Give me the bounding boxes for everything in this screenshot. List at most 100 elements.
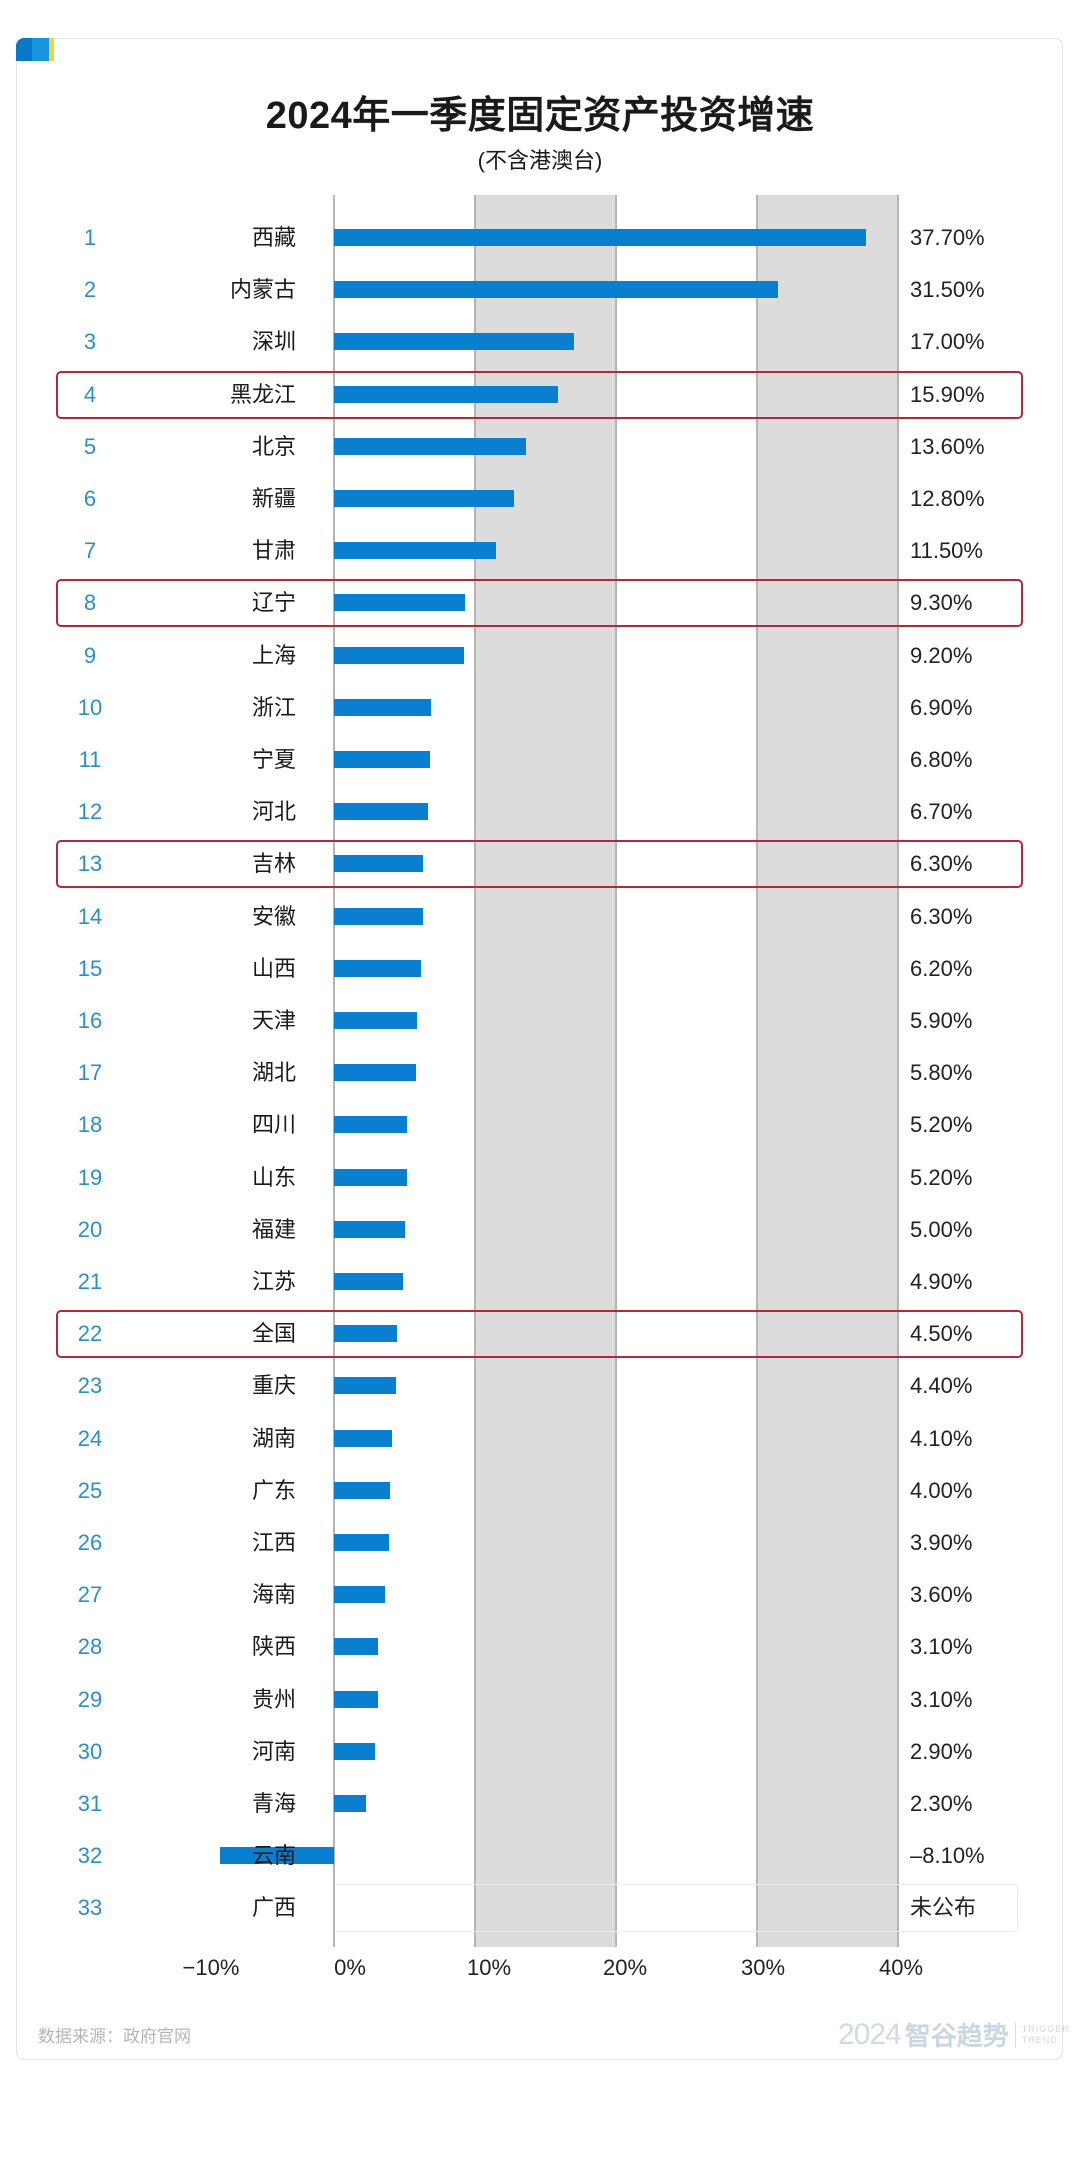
x-tick: 20% (602, 1955, 648, 1980)
table-row: 2 内蒙古 31.50% (0, 264, 1080, 316)
rank-number: 12 (77, 799, 103, 824)
table-row: 9 上海 9.20% (0, 630, 1080, 682)
rank-number: 3 (83, 329, 97, 354)
rank-number: 23 (77, 1373, 103, 1398)
table-row: 25 广东 4.00% (0, 1465, 1080, 1517)
region-name: 浙江 (251, 695, 296, 720)
watermark-year: 2024 (838, 2017, 902, 2051)
bar (334, 1430, 392, 1447)
bar (334, 1377, 397, 1394)
rank-number: 10 (77, 695, 103, 720)
table-row: 4 黑龙江 15.90% (0, 369, 1080, 421)
value-label: 3.60% (910, 1582, 973, 1607)
rank-number: 9 (83, 643, 97, 668)
table-row: 23 重庆 4.40% (0, 1360, 1080, 1412)
rank-number: 1 (83, 225, 97, 250)
highlight-box (56, 371, 1023, 419)
rank-number: 32 (77, 1843, 103, 1868)
table-row: 11 宁夏 6.80% (0, 734, 1080, 786)
bar (334, 438, 526, 455)
table-row: 13 吉林 6.30% (0, 838, 1080, 890)
x-tick: 0% (334, 1955, 366, 1980)
table-row: 20 福建 5.00% (0, 1204, 1080, 1256)
corner-accent (16, 38, 54, 61)
rank-number: 2 (83, 277, 97, 302)
value-label: 6.30% (910, 851, 973, 876)
value-label: 2.30% (910, 1791, 973, 1816)
region-name: 宁夏 (251, 747, 296, 772)
x-tick: 40% (878, 1955, 924, 1980)
rank-number: 30 (77, 1739, 103, 1764)
region-name: 陕西 (251, 1634, 296, 1659)
table-row: 22 全国 4.50% (0, 1308, 1080, 1360)
value-label: 6.90% (910, 695, 973, 720)
region-name: 贵州 (251, 1687, 296, 1712)
value-label: 3.10% (910, 1687, 973, 1712)
value-label: –8.10% (910, 1843, 985, 1868)
rank-number: 29 (77, 1687, 103, 1712)
region-name: 重庆 (251, 1373, 296, 1398)
gridline-30 (756, 195, 758, 1947)
value-label: 13.60% (910, 434, 985, 459)
value-label: 9.30% (910, 590, 973, 615)
table-row: 7 甘肃 11.50% (0, 525, 1080, 577)
value-label: 12.80% (910, 486, 985, 511)
bar (334, 1221, 405, 1238)
region-name: 吉林 (251, 851, 296, 876)
value-label: 4.50% (910, 1321, 973, 1346)
watermark-logo: 2024 智谷趋势 TRIGGER TREND (838, 2016, 1070, 2053)
table-row: 27 海南 3.60% (0, 1569, 1080, 1621)
watermark-en-1: TRIGGER (1021, 2023, 1070, 2034)
table-row: 30 河南 2.90% (0, 1726, 1080, 1778)
grid-band-10-20 (475, 195, 616, 1947)
bar (334, 1534, 389, 1551)
region-name: 海南 (251, 1582, 296, 1607)
table-row: 16 天津 5.90% (0, 995, 1080, 1047)
value-label: 6.70% (910, 799, 973, 824)
region-name: 四川 (251, 1112, 296, 1137)
value-label: 5.90% (910, 1008, 973, 1033)
region-name: 江苏 (251, 1269, 296, 1294)
value-label: 2.90% (910, 1739, 973, 1764)
bar (334, 1795, 367, 1812)
value-label: 17.00% (910, 329, 985, 354)
gridline-10 (474, 195, 476, 1947)
region-name: 河南 (251, 1739, 296, 1764)
region-name: 北京 (251, 434, 296, 459)
table-row: 10 浙江 6.90% (0, 682, 1080, 734)
table-row: 18 四川 5.20% (0, 1099, 1080, 1151)
value-label: 5.00% (910, 1217, 973, 1242)
bar (334, 855, 423, 872)
bar (334, 333, 574, 350)
region-name: 西藏 (251, 225, 296, 250)
value-label: 15.90% (910, 382, 985, 407)
grid-band-30-40 (757, 195, 898, 1947)
rank-number: 25 (77, 1478, 103, 1503)
bar (334, 1586, 385, 1603)
bar (334, 281, 779, 298)
bar (334, 1012, 418, 1029)
rank-number: 5 (83, 434, 97, 459)
table-row: 3 深圳 17.00% (0, 316, 1080, 368)
table-row: 15 山西 6.20% (0, 943, 1080, 995)
highlight-box (56, 840, 1023, 888)
value-label: 4.90% (910, 1269, 973, 1294)
value-label: 37.70% (910, 225, 985, 250)
table-row: 31 青海 2.30% (0, 1778, 1080, 1830)
region-name: 广东 (251, 1478, 296, 1503)
bar (334, 699, 432, 716)
value-label: 5.80% (910, 1060, 973, 1085)
region-name: 辽宁 (251, 590, 296, 615)
chart-title: 2024年一季度固定资产投资增速 (265, 95, 815, 137)
table-row: 21 江苏 4.90% (0, 1256, 1080, 1308)
bar (334, 751, 430, 768)
region-name: 山西 (251, 956, 296, 981)
table-row: 28 陕西 3.10% (0, 1621, 1080, 1673)
region-name: 黑龙江 (229, 382, 296, 407)
rank-number: 7 (83, 538, 97, 563)
chart-subtitle: (不含港澳台) (477, 148, 603, 173)
rank-number: 19 (77, 1165, 103, 1190)
bar (334, 1116, 408, 1133)
value-label: 6.80% (910, 747, 973, 772)
rank-number: 27 (77, 1582, 103, 1607)
